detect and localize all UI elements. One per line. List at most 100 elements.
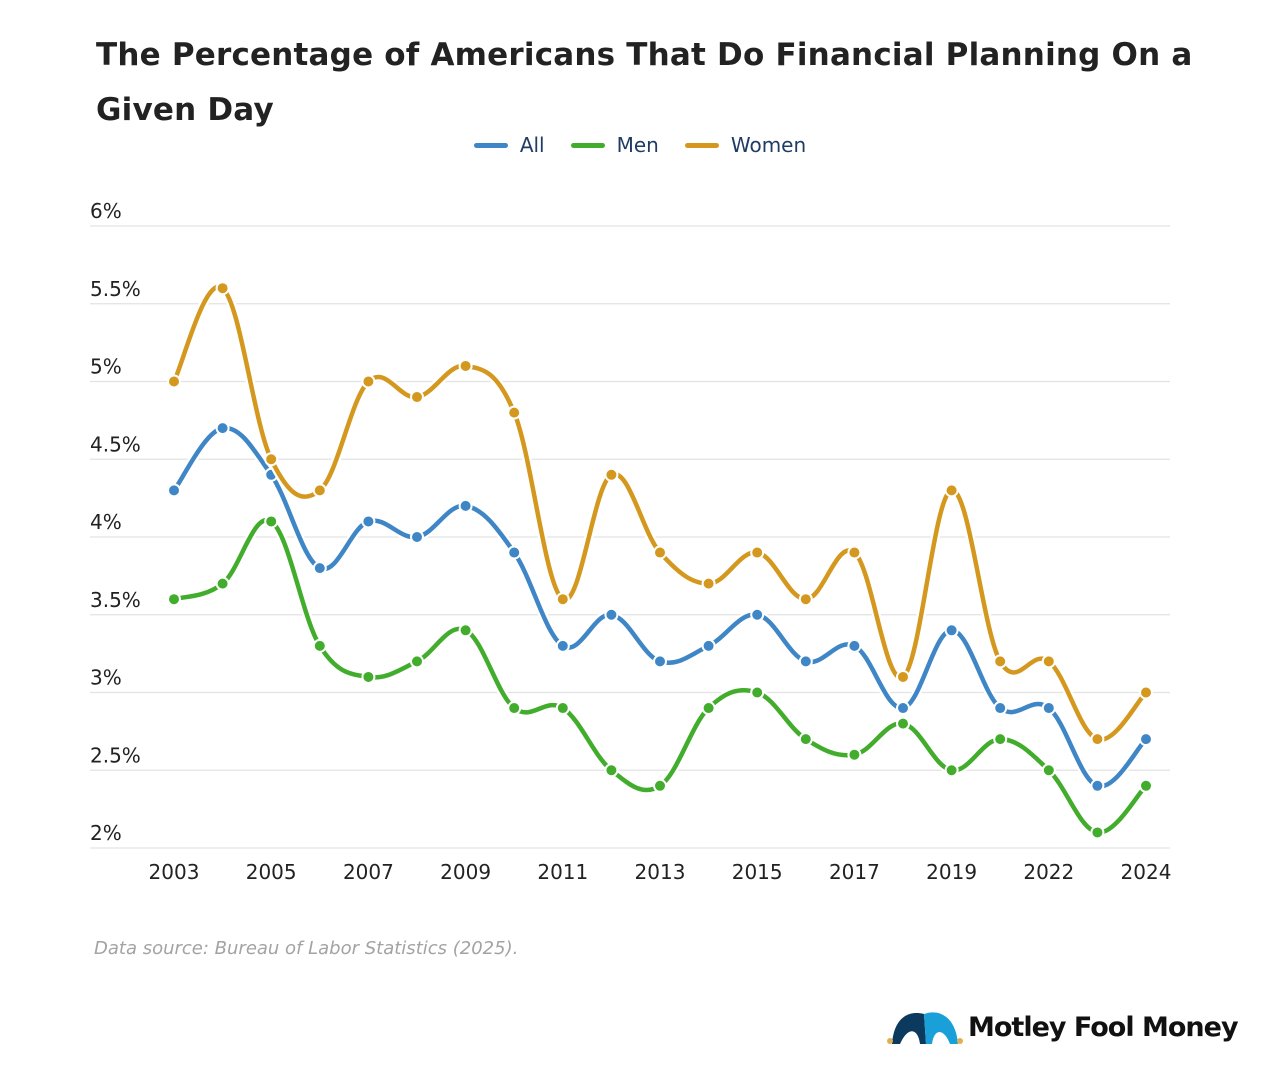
data-source-note: Data source: Bureau of Labor Statistics … bbox=[94, 938, 519, 959]
data-point-women bbox=[361, 374, 376, 389]
data-point-women bbox=[896, 669, 910, 684]
series-line-women bbox=[171, 284, 1149, 742]
data-point-women bbox=[312, 483, 327, 498]
x-tick-label: 2022 bbox=[1023, 860, 1074, 884]
data-point-men bbox=[507, 701, 522, 716]
data-point-men bbox=[750, 685, 765, 700]
y-tick-label: 5.5% bbox=[90, 277, 141, 301]
x-tick-label: 2009 bbox=[440, 860, 491, 884]
data-point-women bbox=[1139, 685, 1153, 700]
x-tick-label: 2005 bbox=[246, 860, 297, 884]
data-point-women bbox=[798, 592, 813, 607]
data-point-all bbox=[847, 638, 862, 653]
data-point-men bbox=[896, 716, 910, 731]
data-point-women bbox=[847, 545, 862, 560]
y-tick-label: 4% bbox=[90, 510, 122, 534]
data-point-women bbox=[555, 592, 570, 607]
data-point-women bbox=[264, 452, 279, 467]
data-point-all bbox=[993, 701, 1008, 716]
legend-swatch-all bbox=[473, 142, 508, 148]
data-point-all bbox=[896, 701, 910, 716]
data-point-all bbox=[312, 561, 327, 576]
data-point-women bbox=[215, 281, 230, 296]
logo: Motley Fool Money bbox=[886, 1008, 1239, 1046]
legend-item-men[interactable]: Men bbox=[570, 133, 659, 157]
y-tick-label: 2% bbox=[90, 821, 122, 845]
logo-text: Motley Fool Money bbox=[968, 1011, 1239, 1043]
data-point-women bbox=[993, 654, 1008, 669]
y-tick-label: 3% bbox=[90, 666, 122, 690]
data-point-all bbox=[944, 623, 959, 638]
data-point-men bbox=[167, 592, 181, 607]
y-tick-label: 6% bbox=[90, 199, 122, 223]
legend-item-all[interactable]: All bbox=[473, 133, 545, 157]
data-point-women bbox=[653, 545, 667, 560]
legend-swatch-women bbox=[684, 142, 719, 148]
y-tick-label: 2.5% bbox=[90, 743, 141, 767]
data-point-all bbox=[653, 654, 667, 669]
data-point-men bbox=[798, 732, 813, 747]
x-tick-label: 2013 bbox=[635, 860, 686, 884]
legend-label-all: All bbox=[519, 133, 545, 157]
data-point-all bbox=[361, 514, 376, 529]
data-point-women bbox=[750, 545, 765, 560]
data-point-all bbox=[555, 638, 570, 653]
data-point-all bbox=[798, 654, 813, 669]
data-point-men bbox=[1139, 778, 1153, 793]
data-point-women bbox=[1090, 732, 1105, 747]
data-point-men bbox=[604, 763, 619, 778]
data-point-all bbox=[604, 607, 619, 622]
legend-label-men: Men bbox=[616, 133, 659, 157]
data-point-all bbox=[1139, 732, 1153, 747]
x-tick-label: 2015 bbox=[732, 860, 783, 884]
data-point-men bbox=[993, 732, 1008, 747]
y-tick-label: 3.5% bbox=[90, 588, 141, 612]
x-tick-label: 2011 bbox=[537, 860, 588, 884]
data-point-all bbox=[215, 421, 230, 436]
data-point-men bbox=[361, 669, 376, 684]
x-tick-label: 2003 bbox=[149, 860, 200, 884]
legend: All Men Women bbox=[0, 133, 1280, 157]
data-point-all bbox=[167, 483, 181, 498]
data-point-men bbox=[1041, 763, 1056, 778]
data-point-men bbox=[458, 623, 473, 638]
data-point-all bbox=[410, 530, 424, 544]
data-point-women bbox=[458, 358, 473, 373]
data-point-women bbox=[604, 467, 619, 482]
x-tick-label: 2007 bbox=[343, 860, 394, 884]
data-point-all bbox=[1041, 701, 1056, 716]
data-point-men bbox=[701, 701, 716, 716]
x-tick-label: 2017 bbox=[829, 860, 880, 884]
chart-title: The Percentage of Americans That Do Fina… bbox=[96, 37, 1193, 128]
y-tick-label: 4.5% bbox=[90, 432, 141, 456]
data-point-all bbox=[1090, 778, 1105, 793]
x-tick-label: 2019 bbox=[926, 860, 977, 884]
data-point-all bbox=[507, 545, 522, 560]
data-point-men bbox=[555, 701, 570, 716]
data-point-men bbox=[264, 514, 279, 529]
legend-swatch-men bbox=[570, 142, 605, 148]
data-point-women bbox=[167, 374, 181, 389]
data-point-men bbox=[944, 763, 959, 778]
data-point-men bbox=[653, 778, 667, 793]
data-point-women bbox=[944, 483, 959, 498]
x-tick-label: 2024 bbox=[1121, 860, 1172, 884]
legend-label-women: Women bbox=[730, 133, 807, 157]
legend-item-women[interactable]: Women bbox=[684, 133, 807, 157]
data-point-women bbox=[507, 405, 522, 420]
y-tick-label: 5% bbox=[90, 355, 122, 379]
data-point-men bbox=[410, 654, 424, 669]
data-point-men bbox=[847, 747, 862, 762]
series-halo-women bbox=[169, 282, 1150, 744]
data-point-all bbox=[701, 638, 716, 653]
data-point-men bbox=[1090, 825, 1105, 840]
jester-hat-logo-icon bbox=[887, 1012, 963, 1044]
data-point-men bbox=[215, 576, 230, 591]
data-point-women bbox=[701, 576, 716, 591]
data-point-all bbox=[750, 607, 765, 622]
data-point-all bbox=[458, 498, 473, 513]
data-point-women bbox=[410, 390, 424, 405]
data-point-women bbox=[1041, 654, 1056, 669]
data-point-men bbox=[312, 638, 327, 653]
